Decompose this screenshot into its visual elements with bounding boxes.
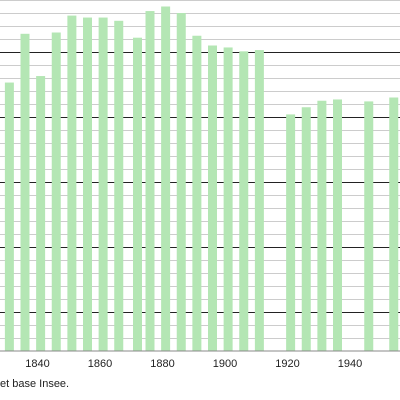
bar-1931 — [317, 100, 327, 351]
x-tick-label: 1900 — [213, 358, 237, 370]
x-tick-label: 1840 — [25, 358, 49, 370]
bar-1911 — [254, 50, 264, 352]
source-note: et base Insee. — [0, 378, 70, 390]
bar-1921 — [286, 114, 296, 352]
bar-1856 — [83, 17, 92, 352]
bar-1886 — [176, 13, 186, 351]
x-tick-label: 1920 — [275, 358, 299, 370]
bar-1891 — [192, 35, 202, 351]
bar-1954 — [389, 97, 399, 351]
bar-1946 — [364, 101, 374, 352]
bar-1901 — [223, 47, 233, 351]
x-axis-ticks: 1840 1860 1880 1900 1920 1940 — [25, 358, 362, 370]
bar-1861 — [98, 17, 108, 352]
bar-1846 — [51, 32, 61, 351]
bar-1831 — [4, 82, 14, 352]
bar-1926 — [301, 107, 311, 351]
x-tick-label: 1860 — [88, 358, 112, 370]
x-tick-label: 1940 — [338, 358, 362, 370]
bar-1872 — [133, 37, 142, 351]
x-tick-label: 1880 — [150, 358, 174, 370]
bar-1881 — [161, 6, 171, 351]
bars — [4, 6, 399, 352]
bar-1876 — [145, 11, 155, 352]
bar-1851 — [67, 15, 77, 351]
bar-1841 — [36, 76, 46, 352]
bar-1866 — [114, 20, 124, 352]
bar-1936 — [333, 99, 342, 351]
bar-1906 — [239, 51, 249, 351]
bar-1896 — [208, 45, 217, 351]
bar-1836 — [20, 33, 30, 352]
